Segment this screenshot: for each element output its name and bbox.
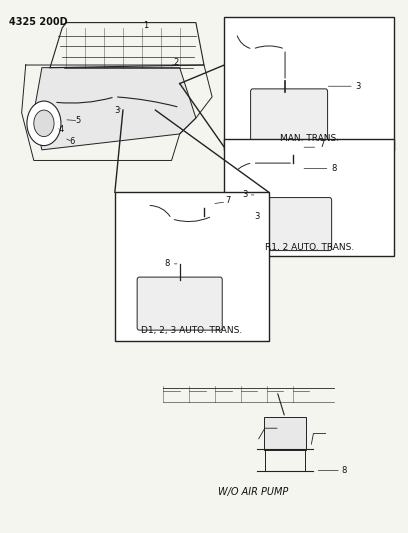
Text: 5: 5: [76, 116, 81, 125]
FancyBboxPatch shape: [246, 198, 332, 251]
Text: MAN. TRANS.: MAN. TRANS.: [280, 134, 339, 143]
Circle shape: [34, 110, 54, 136]
Text: 2: 2: [173, 58, 178, 67]
Text: 7: 7: [319, 140, 324, 149]
Text: 4325 200D: 4325 200D: [9, 17, 68, 27]
Circle shape: [27, 101, 61, 146]
Text: 8: 8: [341, 466, 346, 475]
FancyBboxPatch shape: [137, 277, 222, 330]
FancyBboxPatch shape: [115, 192, 269, 341]
FancyBboxPatch shape: [224, 17, 395, 150]
Text: 8: 8: [331, 164, 336, 173]
Text: 3: 3: [254, 212, 259, 221]
Text: 6: 6: [70, 138, 75, 147]
Text: D1, 2, 3 AUTO. TRANS.: D1, 2, 3 AUTO. TRANS.: [141, 326, 242, 335]
Text: 3: 3: [355, 82, 361, 91]
Text: 3: 3: [114, 106, 120, 115]
Text: 7: 7: [226, 196, 231, 205]
Text: 3: 3: [242, 190, 247, 199]
FancyBboxPatch shape: [264, 417, 306, 450]
Text: R1, 2 AUTO. TRANS.: R1, 2 AUTO. TRANS.: [265, 243, 354, 252]
Text: 1: 1: [143, 21, 148, 30]
Text: 4: 4: [59, 125, 64, 134]
Text: 8: 8: [165, 260, 170, 268]
Text: W/O AIR PUMP: W/O AIR PUMP: [217, 487, 288, 497]
Polygon shape: [34, 68, 196, 150]
FancyBboxPatch shape: [224, 139, 395, 256]
FancyBboxPatch shape: [251, 89, 328, 142]
